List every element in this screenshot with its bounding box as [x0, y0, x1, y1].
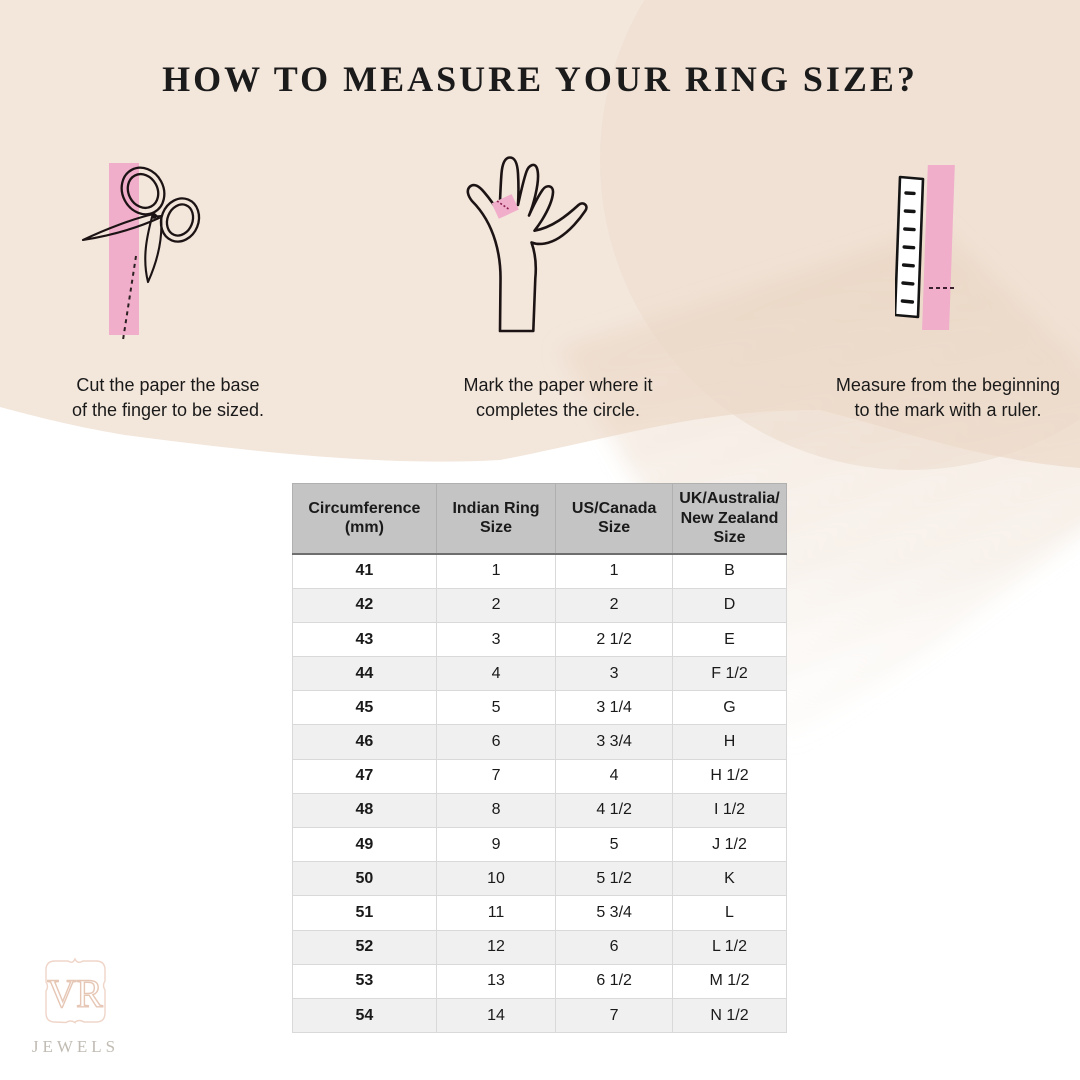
svg-text:VR: VR [47, 971, 103, 1016]
